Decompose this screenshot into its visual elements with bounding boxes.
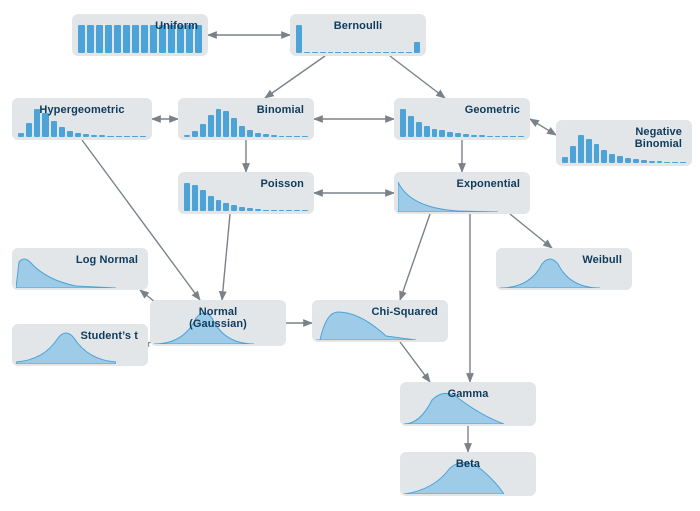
spark-bars <box>18 107 146 137</box>
node-bernoulli: Bernoulli <box>290 14 426 56</box>
spark-curve <box>500 254 600 288</box>
edge-exponential-weibull <box>510 214 552 248</box>
spark-bars <box>296 23 420 53</box>
spark-curve <box>154 310 254 344</box>
node-gamma: Gamma <box>400 382 536 426</box>
edge-geometric-negbinom <box>530 119 556 135</box>
node-student: Student’s t <box>12 324 148 366</box>
node-normal: Normal(Gaussian) <box>150 300 286 346</box>
edge-exponential-chisq <box>400 214 430 300</box>
distribution-graph: Uniform Bernoulli Hypergeometric Binomial Ge… <box>0 0 700 511</box>
spark-bars <box>562 133 686 163</box>
node-uniform: Uniform <box>72 14 208 56</box>
node-negbinom: NegativeBinomial <box>556 120 692 166</box>
edge-bernoulli-geometric <box>390 56 445 98</box>
node-beta: Beta <box>400 452 536 496</box>
spark-curve <box>398 178 498 212</box>
node-binomial: Binomial <box>178 98 314 140</box>
node-chisq: Chi-Squared <box>312 300 448 342</box>
edge-bernoulli-binomial <box>265 56 325 98</box>
node-poisson: Poisson <box>178 172 314 214</box>
spark-bars <box>184 107 308 137</box>
spark-curve <box>16 254 116 288</box>
spark-curve <box>404 390 504 424</box>
spark-bars <box>78 23 202 53</box>
spark-bars <box>184 181 308 211</box>
spark-curve <box>16 330 116 364</box>
node-lognormal: Log Normal <box>12 248 148 290</box>
node-geometric: Geometric <box>394 98 530 140</box>
spark-curve <box>404 460 504 494</box>
spark-bars <box>400 107 524 137</box>
node-hypergeo: Hypergeometric <box>12 98 152 140</box>
node-exponential: Exponential <box>394 172 530 214</box>
edge-chisq-gamma <box>400 342 430 382</box>
edge-poisson-normal <box>222 214 230 300</box>
spark-curve <box>316 306 416 340</box>
node-weibull: Weibull <box>496 248 632 290</box>
